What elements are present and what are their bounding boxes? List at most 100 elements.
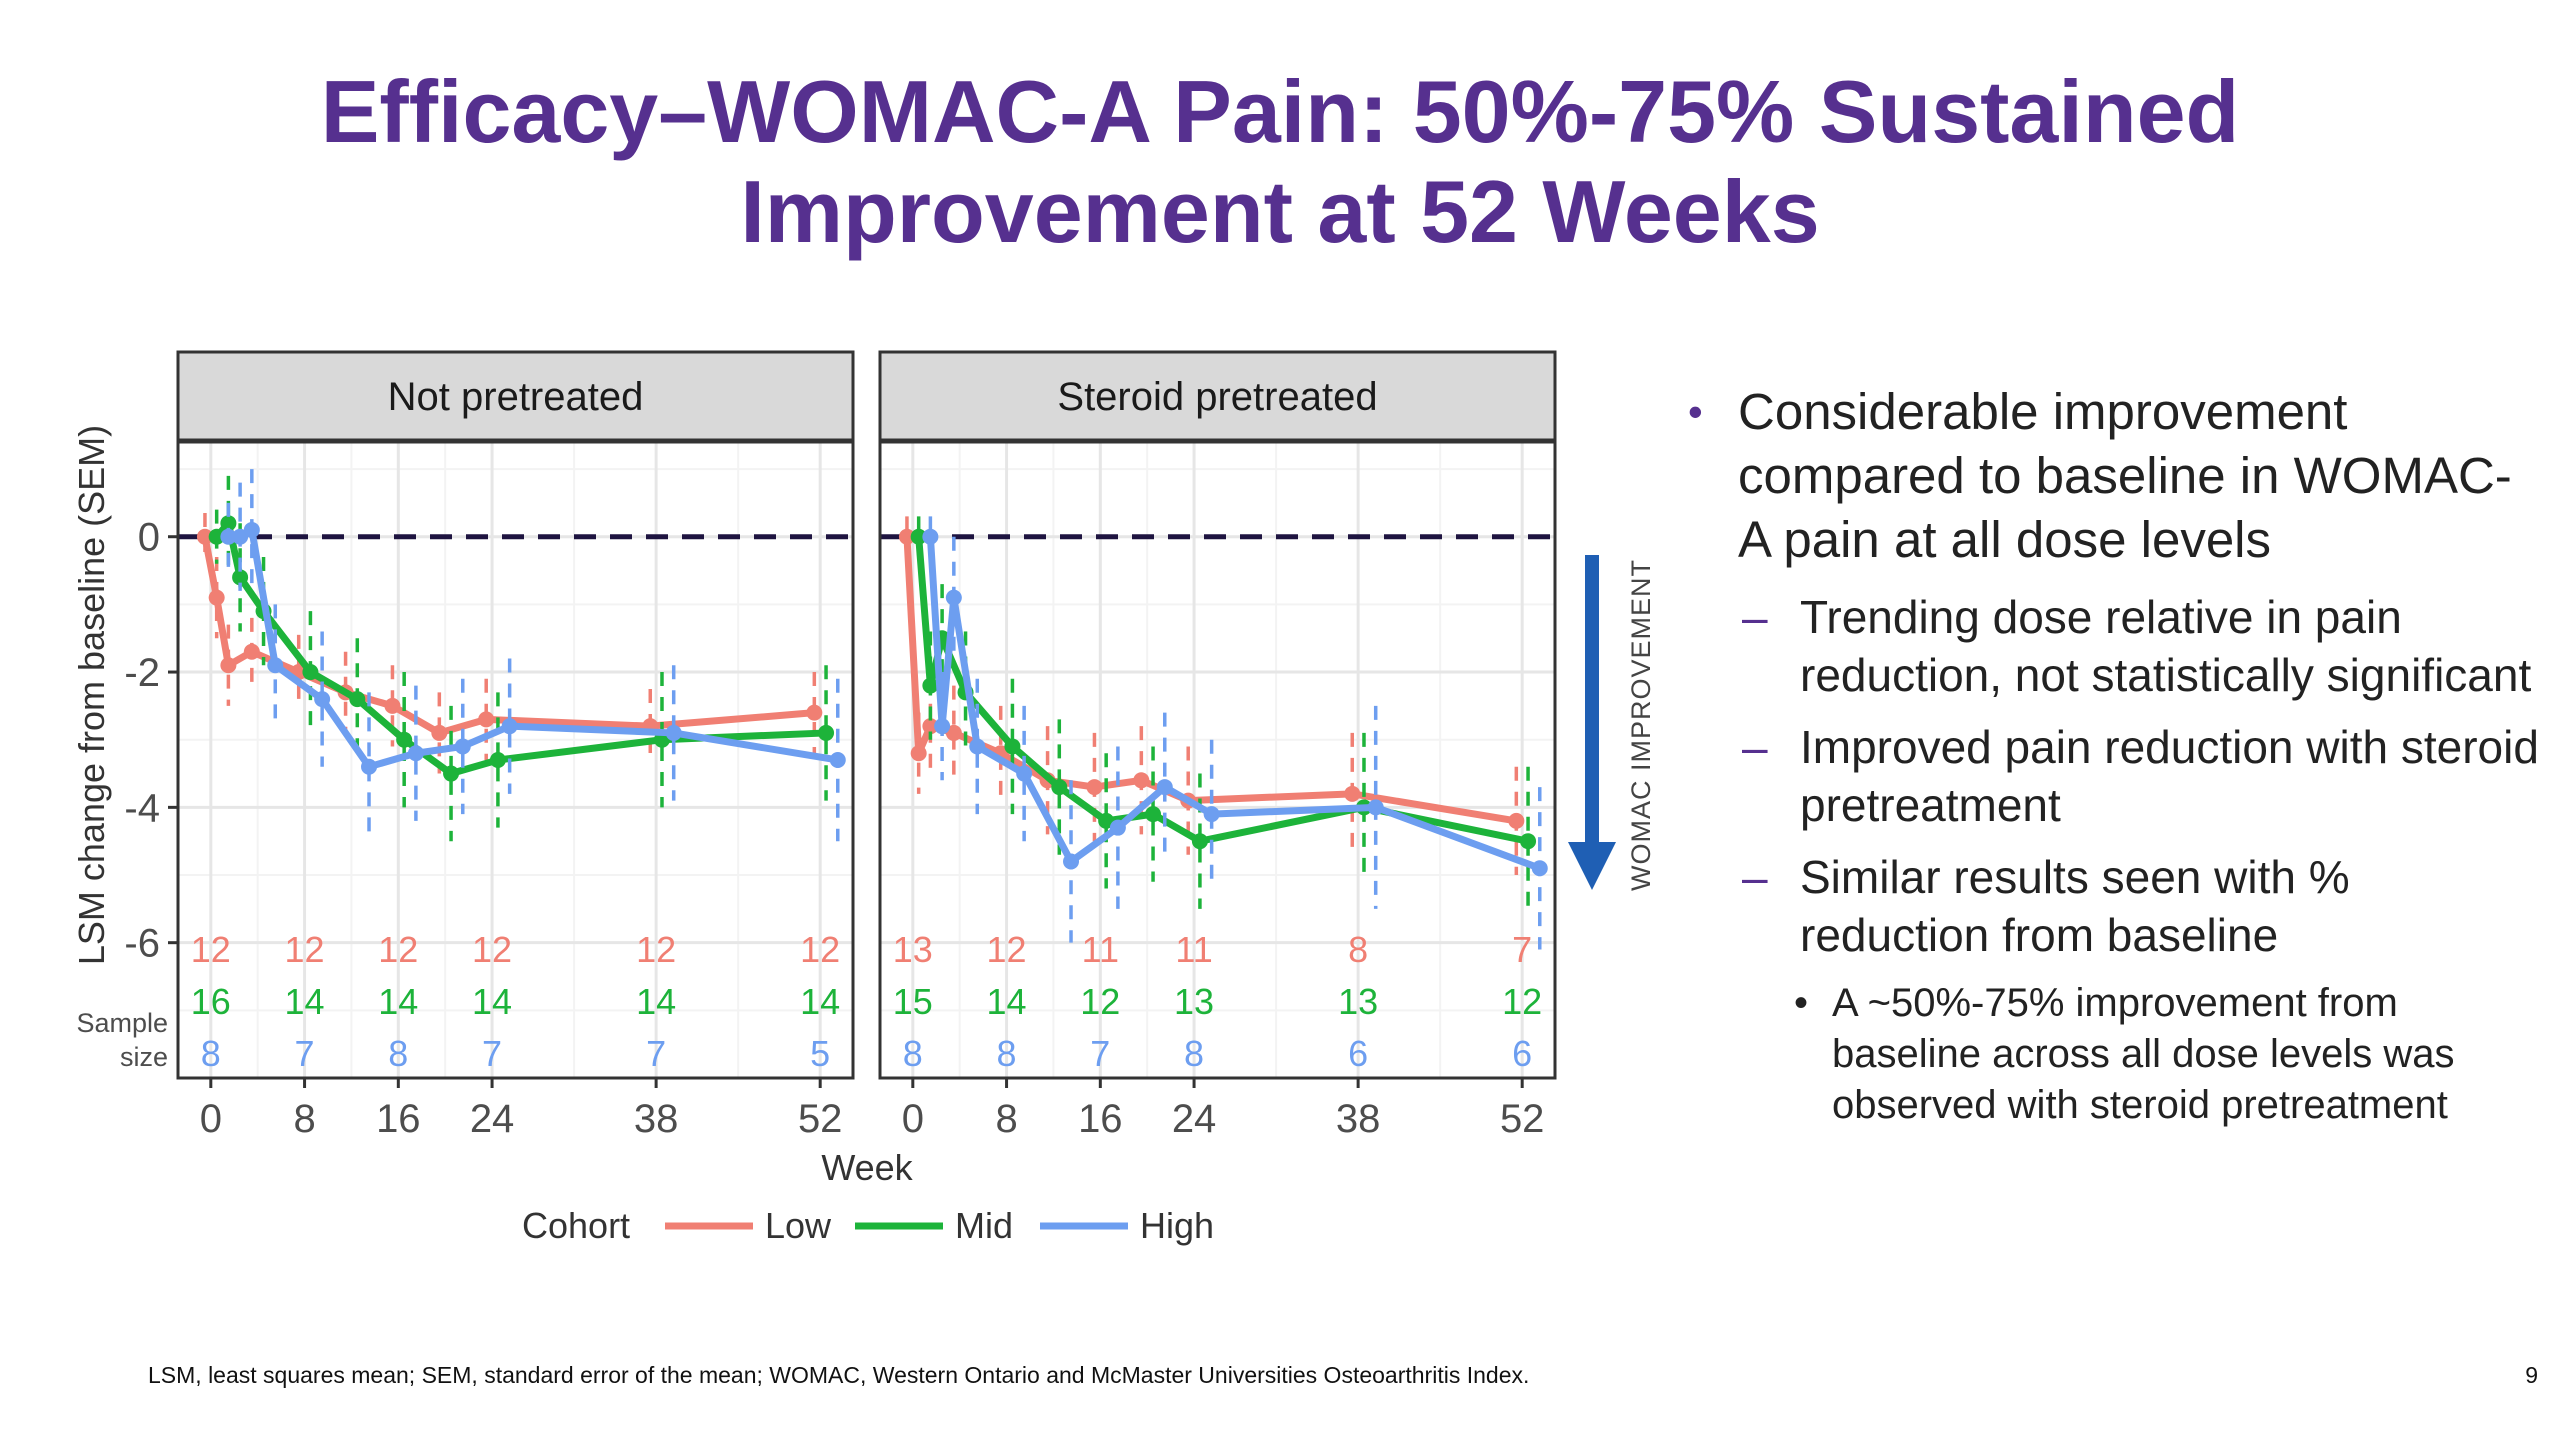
data-point xyxy=(208,589,225,606)
data-point xyxy=(208,528,225,545)
sample-size-label: 7 xyxy=(482,1033,502,1074)
bullet-marker: • xyxy=(1794,981,1809,1025)
panel-border xyxy=(176,440,855,1080)
x-tick-label: 8 xyxy=(995,1097,1017,1141)
sample-size-label: 7 xyxy=(1512,929,1532,970)
data-point xyxy=(407,745,424,762)
data-point xyxy=(818,724,835,741)
data-point xyxy=(1133,772,1150,789)
data-point xyxy=(1367,799,1384,816)
sample-size-label: 14 xyxy=(800,981,840,1022)
data-point xyxy=(454,738,471,755)
panel-steroid-pretreated: Steroid pretreated 13 12 11 11 8 7 15 14 12 13 13 12… xyxy=(878,350,1557,1141)
data-point xyxy=(431,724,448,741)
data-point xyxy=(267,657,284,674)
bullet-subsub: • A ~50%-75% improvement from baseline ac… xyxy=(1680,978,2540,1131)
data-point xyxy=(361,758,378,775)
sample-size-label: 14 xyxy=(636,981,676,1022)
data-point xyxy=(220,515,237,532)
sample-size-label: 14 xyxy=(378,981,418,1022)
x-tick-label: 16 xyxy=(1078,1097,1123,1141)
data-point xyxy=(220,528,237,545)
series-high xyxy=(922,516,1548,950)
data-point xyxy=(1203,806,1220,823)
bullet-sub-2: – Improved pain reduction with steroid pr… xyxy=(1680,718,2540,834)
data-point xyxy=(489,752,506,768)
sample-size-label: 16 xyxy=(191,981,231,1022)
sample-size-label: 11 xyxy=(1082,929,1119,970)
sample-size-label: 12 xyxy=(800,929,840,970)
slide-title: Efficacy–WOMAC-A Pain: 50%-75% Sustained… xyxy=(0,62,2560,262)
sample-size-label: 13 xyxy=(1338,981,1378,1022)
sample-size-label: 14 xyxy=(472,981,512,1022)
data-point xyxy=(922,528,939,545)
improvement-arrow-label: WOMAC IMPROVEMENT xyxy=(1626,559,1656,891)
x-tick-label: 38 xyxy=(1336,1097,1381,1141)
panel-not-pretreated: Not pretreated 12 12 12 12 12 12 16 14 14 14 14 14 8 7… xyxy=(176,350,855,1141)
sample-size-label: 6 xyxy=(1512,1033,1532,1074)
bullet-sub-3: – Similar results seen with % reduction f… xyxy=(1680,848,2540,964)
sample-size-label: 12 xyxy=(987,929,1027,970)
data-point xyxy=(910,745,927,762)
sample-size-label: 14 xyxy=(285,981,325,1022)
data-point xyxy=(349,691,366,708)
sample-size-label: 8 xyxy=(1184,1033,1204,1074)
sample-size-label: 8 xyxy=(1348,929,1368,970)
sample-size-label: 12 xyxy=(1502,981,1542,1022)
data-point xyxy=(1531,860,1548,877)
legend: Cohort Low Mid High xyxy=(522,1205,1214,1246)
data-point xyxy=(243,521,260,538)
series-high xyxy=(220,469,846,842)
page-number: 9 xyxy=(2525,1362,2538,1388)
data-point xyxy=(314,691,331,708)
sample-size-label: 8 xyxy=(903,1033,923,1074)
dash-marker: – xyxy=(1742,851,1768,903)
bullet-marker: • xyxy=(1688,388,1703,435)
data-point xyxy=(478,711,495,728)
y-tick-label: -2 xyxy=(124,651,160,695)
sample-size-label: 8 xyxy=(201,1033,221,1074)
sample-size-label: 7 xyxy=(646,1033,666,1074)
data-point xyxy=(1086,779,1103,796)
bullet-sub-1: – Trending dose relative in pain reductio… xyxy=(1680,588,2540,704)
sample-size-label: 13 xyxy=(1174,981,1214,1022)
sample-size-label: 13 xyxy=(893,929,933,970)
data-point xyxy=(1520,833,1537,850)
plot-area xyxy=(880,442,1555,1078)
sample-size-label: 12 xyxy=(191,929,231,970)
data-point xyxy=(806,704,823,721)
x-tick-label: 16 xyxy=(376,1097,421,1141)
bullet-subsub-text: A ~50%-75% improvement from baseline acr… xyxy=(1832,981,2455,1127)
panel-title: Not pretreated xyxy=(388,375,644,419)
x-tick-label: 38 xyxy=(634,1097,679,1141)
data-point xyxy=(1344,785,1361,802)
panel-strip xyxy=(878,350,1557,442)
data-point xyxy=(1191,833,1208,850)
sample-size-label: 12 xyxy=(472,929,512,970)
data-point xyxy=(665,724,682,741)
sample-size-label: 12 xyxy=(1080,981,1120,1022)
data-point xyxy=(396,731,413,748)
sample-size-label: 8 xyxy=(997,1033,1017,1074)
dash-marker: – xyxy=(1742,591,1768,643)
data-point xyxy=(922,677,939,694)
x-tick-label: 24 xyxy=(1172,1097,1217,1141)
x-tick-label: 0 xyxy=(902,1097,924,1141)
data-point xyxy=(302,664,319,681)
data-point xyxy=(1063,853,1080,870)
x-tick-label: 8 xyxy=(293,1097,315,1141)
sample-size-label: 5 xyxy=(810,1033,830,1074)
data-point xyxy=(1051,779,1068,796)
data-point xyxy=(243,643,260,660)
data-point xyxy=(945,724,962,741)
data-point xyxy=(443,765,460,782)
data-point xyxy=(1156,779,1173,796)
panel-border xyxy=(878,440,1557,1080)
sample-size-label: 14 xyxy=(987,981,1027,1022)
sample-size-label: 12 xyxy=(636,929,676,970)
footnote: LSM, least squares mean; SEM, standard e… xyxy=(148,1362,1530,1388)
data-point xyxy=(934,718,951,735)
sample-size-label: 8 xyxy=(388,1033,408,1074)
bullet-sub-3-text: Similar results seen with % reduction fr… xyxy=(1800,851,2350,961)
data-point xyxy=(220,657,237,674)
